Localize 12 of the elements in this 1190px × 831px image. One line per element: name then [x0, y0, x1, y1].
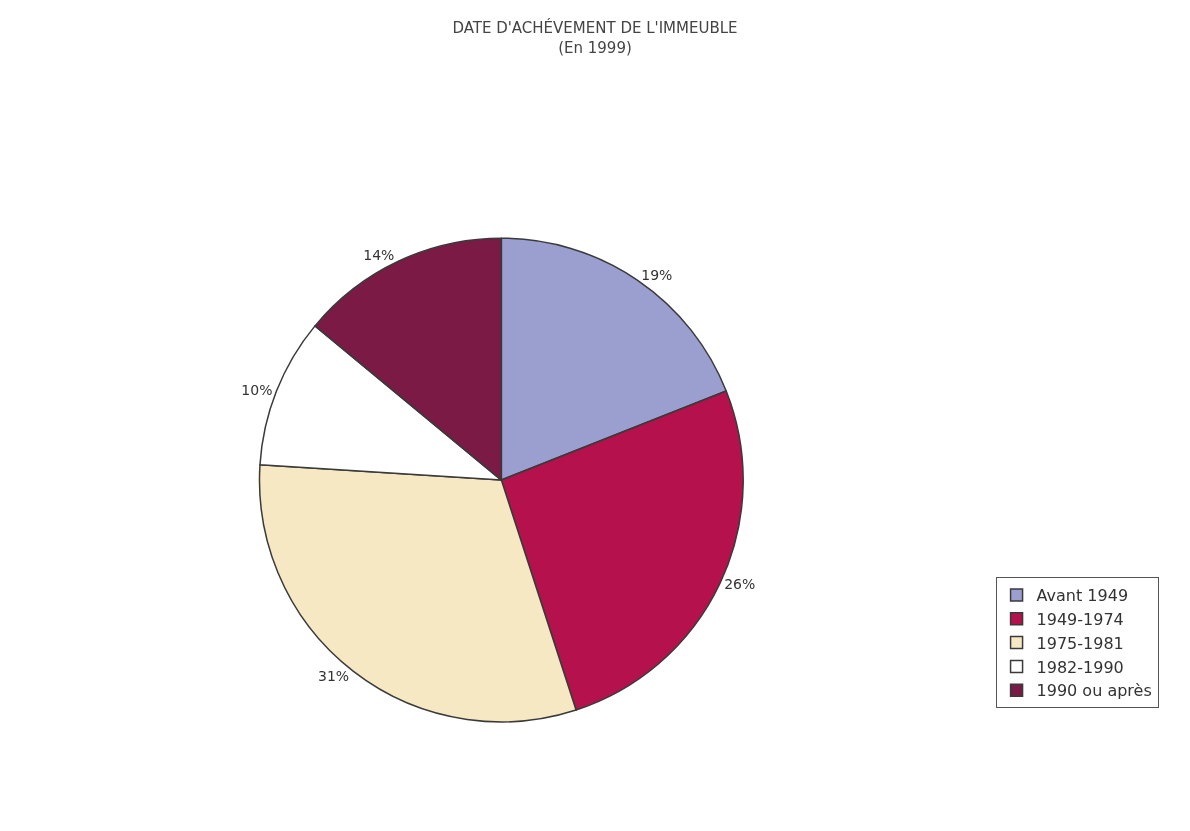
chart-subtitle: (En 1999) [558, 38, 632, 57]
legend-label: 1975-1981 [1036, 633, 1124, 653]
chart-title: DATE D'ACHÉVEMENT DE L'IMMEUBLE [452, 18, 738, 38]
data-label: 31% [317, 668, 350, 685]
data-label: 10% [241, 381, 273, 398]
data-label: 19% [641, 266, 673, 283]
legend-label: 1990 ou après [1036, 681, 1152, 701]
data-label: 26% [724, 576, 756, 593]
legend-label: 1949-1974 [1036, 610, 1124, 630]
legend-label: 1982-1990 [1036, 657, 1124, 677]
legend-label: Avant 1949 [1036, 586, 1129, 606]
data-label: 14% [363, 246, 395, 263]
